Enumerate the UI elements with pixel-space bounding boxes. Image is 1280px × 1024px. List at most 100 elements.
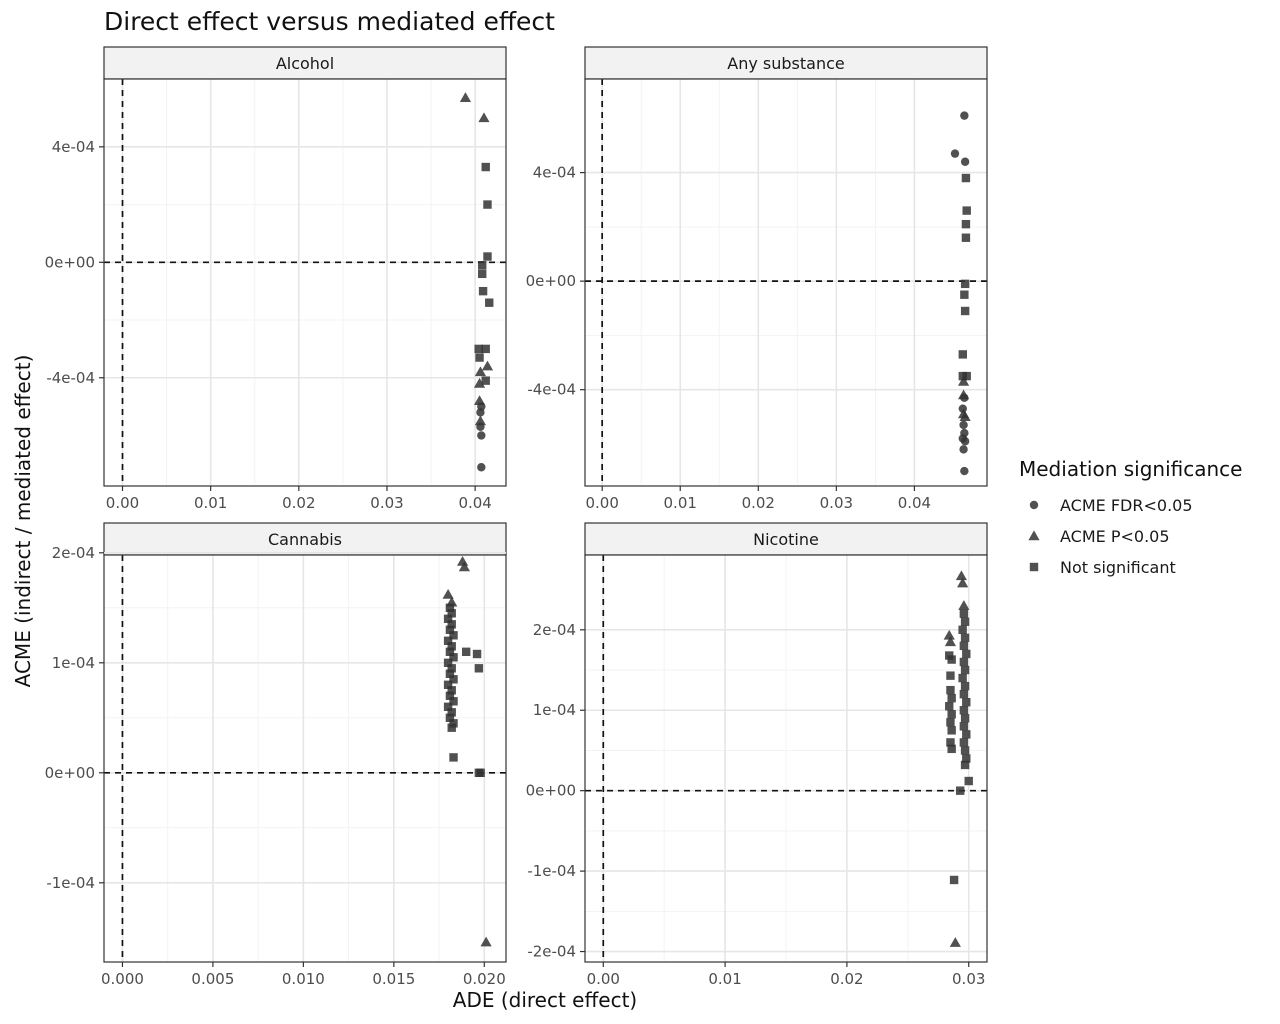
y-tick-label: -2e-04: [527, 943, 576, 961]
legend-key-triangle: [1028, 530, 1040, 541]
data-point: [960, 681, 970, 691]
data-point: [959, 689, 969, 699]
data-point: [962, 649, 971, 659]
data-point: [443, 636, 453, 645]
data-point: [962, 371, 971, 381]
data-point: [964, 776, 973, 786]
data-point: [480, 936, 492, 947]
data-point: [959, 641, 969, 651]
data-point: [445, 603, 455, 612]
data-point: [962, 697, 971, 707]
data-point: [449, 653, 458, 662]
y-tick-label: 4e-04: [533, 164, 576, 182]
data-points: [442, 556, 492, 947]
data-point: [962, 754, 971, 763]
data-point: [961, 173, 971, 183]
data-point: [474, 415, 487, 426]
x-axis-title: ADE (direct effect): [453, 988, 637, 1012]
panel-border: [103, 78, 507, 487]
legend-entries: ACME FDR<0.05 ACME P<0.05 Not significant: [1028, 496, 1193, 577]
data-point: [960, 714, 970, 723]
data-point: [959, 706, 969, 715]
data-point: [443, 702, 453, 711]
panel-any-substance: Any substance 0.00 0.01 0.02 0.03 0.04 -4e-04 0…: [526, 46, 988, 512]
y-tick-label: -1e-04: [527, 862, 576, 880]
legend-entry-acme-p-0-05: ACME P<0.05: [1028, 527, 1170, 546]
data-point: [959, 411, 971, 422]
data-point: [445, 625, 455, 634]
data-point: [955, 570, 968, 581]
data-point: [478, 112, 490, 123]
data-point: [477, 260, 487, 270]
data-points: [943, 570, 973, 947]
x-tick-label: 0.02: [830, 970, 863, 988]
data-point: [946, 671, 955, 680]
data-point: [959, 722, 969, 731]
data-point: [949, 875, 959, 885]
data-point: [447, 686, 456, 695]
data-point: [458, 561, 470, 572]
facet-panels: Alcohol 0.00 0.01 0.02 0.03 0.04 -4e-04 0e+00 4e…: [45, 46, 988, 988]
data-point: [481, 360, 494, 371]
data-point: [472, 649, 482, 659]
data-point: [483, 200, 492, 209]
data-point: [958, 600, 970, 610]
y-tick-label: 1e-04: [533, 701, 576, 719]
x-tick-label: 0.04: [458, 494, 491, 512]
x-tick-label: 0.01: [708, 970, 741, 988]
data-point: [962, 206, 971, 215]
data-point: [474, 664, 484, 673]
data-point: [461, 647, 471, 656]
data-point: [949, 937, 961, 947]
data-point: [445, 691, 455, 700]
panel-border: [584, 554, 988, 963]
data-point: [447, 664, 456, 673]
x-tick-label: 0.005: [191, 970, 234, 988]
panel-border: [584, 78, 988, 487]
panel-strip-label: Alcohol: [276, 54, 334, 73]
data-point: [960, 306, 970, 316]
panel-strip-label: Nicotine: [753, 530, 819, 549]
y-tick-label: 0e+00: [45, 764, 95, 782]
data-point: [477, 431, 486, 440]
data-points: [459, 92, 494, 472]
data-point: [481, 376, 490, 385]
data-point: [959, 445, 968, 454]
data-point: [960, 393, 969, 403]
data-point: [475, 353, 484, 362]
data-point: [960, 437, 970, 446]
data-point: [944, 636, 957, 647]
data-point: [447, 620, 456, 629]
data-point: [960, 633, 970, 643]
data-point: [449, 697, 458, 706]
y-tick-label: 1e-04: [52, 654, 95, 672]
data-points: [950, 111, 971, 476]
data-point: [947, 693, 956, 703]
panel-strip-label: Cannabis: [268, 530, 342, 549]
data-point: [957, 375, 970, 386]
data-point: [481, 162, 490, 172]
panel-strip: [103, 46, 507, 80]
data-point: [958, 625, 967, 635]
data-point: [476, 768, 485, 777]
x-tick-label: 0.000: [101, 970, 144, 988]
data-point: [959, 738, 969, 747]
data-point: [443, 680, 453, 689]
legend-entry-acme-fdr-0-05: ACME FDR<0.05: [1029, 496, 1193, 515]
legend-key-square: [1029, 562, 1039, 572]
panel-strip: [103, 522, 507, 556]
data-point: [447, 723, 456, 732]
x-tick-label: 0.010: [282, 970, 325, 988]
data-point: [478, 286, 488, 296]
x-tick-label: 0.04: [898, 494, 931, 512]
data-point: [447, 609, 456, 618]
data-point: [445, 647, 455, 656]
data-point: [485, 298, 494, 307]
data-point: [447, 642, 456, 651]
data-point: [958, 673, 967, 683]
data-point: [947, 726, 956, 735]
data-point: [960, 760, 970, 770]
data-point: [459, 92, 472, 102]
data-point: [449, 631, 458, 640]
